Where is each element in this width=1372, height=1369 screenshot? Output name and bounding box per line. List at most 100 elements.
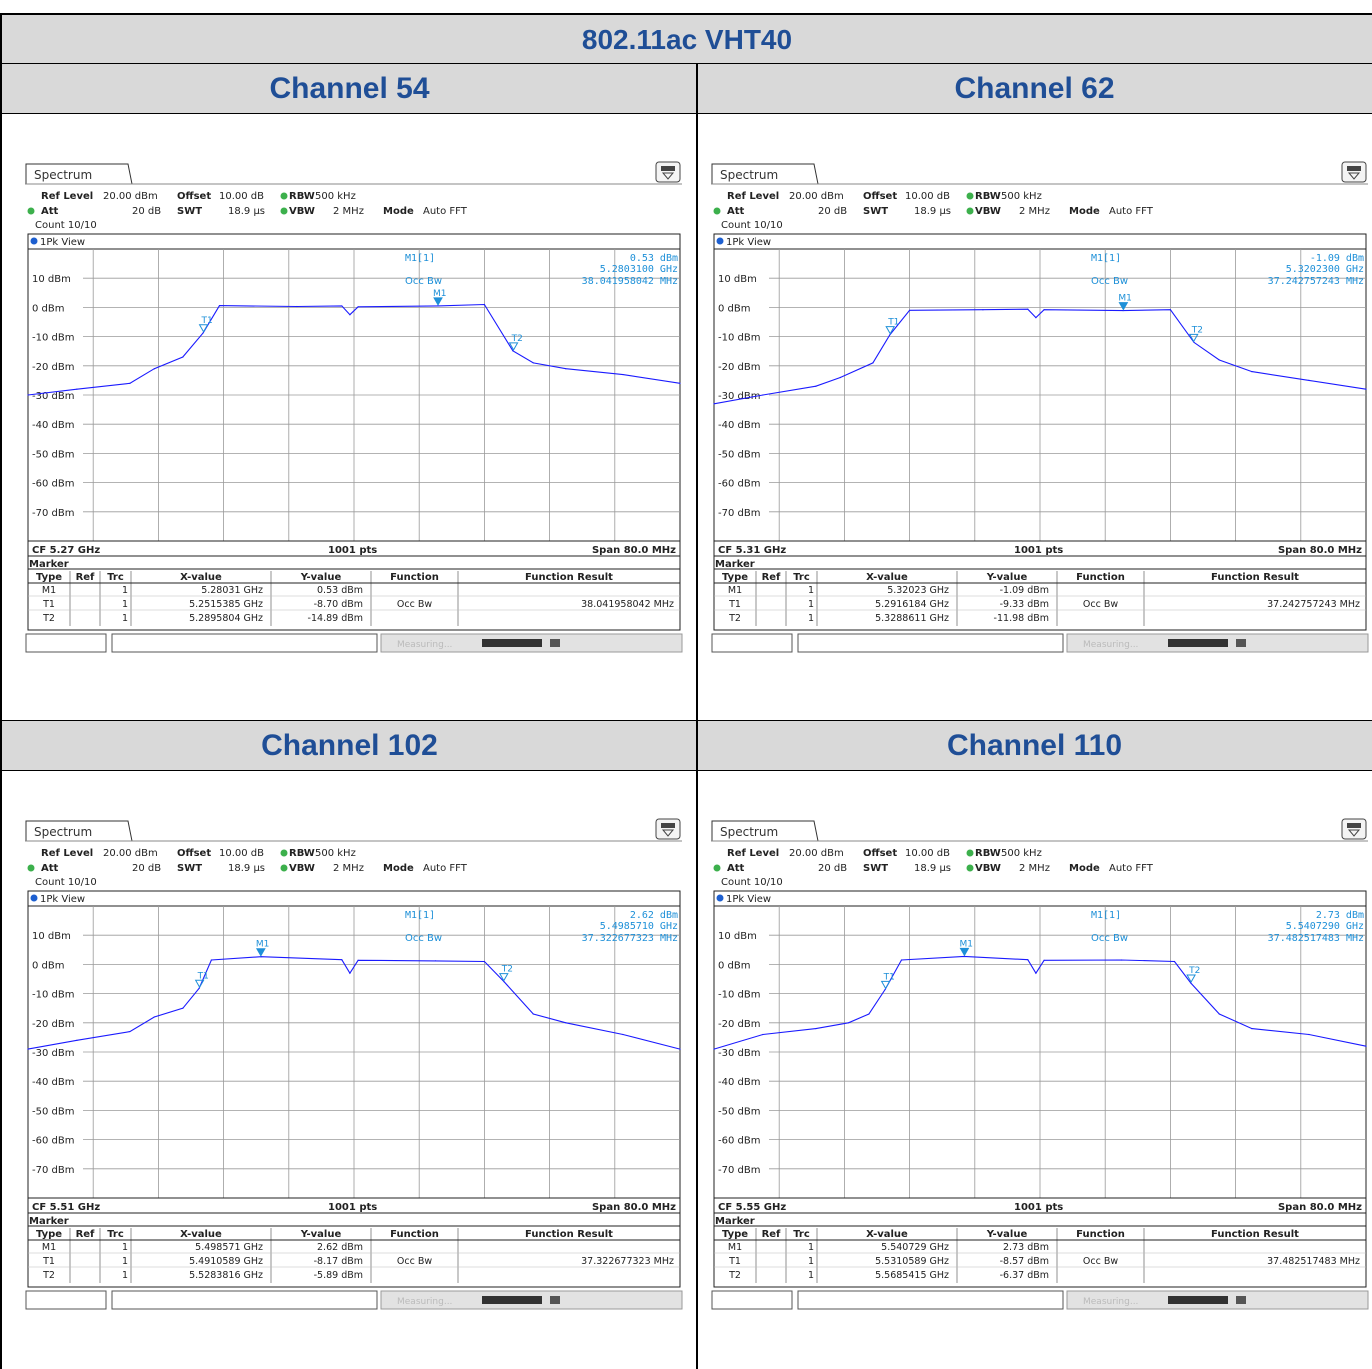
marker-t2-symbol (508, 342, 519, 351)
marker-cell-type: M1 (728, 1242, 742, 1253)
marker-t1-label: T1 (883, 972, 895, 982)
swt-label: SWT (177, 206, 202, 217)
marker-table-frame (713, 1212, 1367, 1288)
marker-m1-label: M1 (1118, 294, 1132, 304)
marker-cell-result: 37.242757243 MHz (1267, 599, 1360, 610)
trace-point (872, 362, 874, 364)
trace-point (679, 382, 681, 384)
y-tick-label: -10 dBm (32, 333, 74, 344)
marker-cell-y_text: -8.17 dBm (314, 1256, 363, 1267)
status-text: Measuring... (1083, 1297, 1138, 1307)
marker-cell-function: Occ Bw (397, 1256, 432, 1267)
status-led-3 (27, 864, 35, 872)
trace-point (1173, 960, 1176, 963)
y-tick-label: 0 dBm (718, 960, 751, 971)
marker-cell-type: M1 (728, 585, 742, 596)
trace-point (847, 1022, 850, 1024)
ref-level-label: Ref Level (727, 191, 779, 202)
marker-cell-x_text: 5.3288611 GHz (875, 613, 949, 624)
spectrum-tab-label: Spectrum (34, 825, 92, 839)
ref-level-value: 20.00 dBm (103, 191, 158, 202)
rbw-label: RBW (289, 191, 315, 202)
offset-value: 10.00 dB (905, 191, 950, 202)
spectrum-svg: Spectrum Ref Level 20.00 dBm Offset 10.00 dB… (25, 161, 683, 653)
y-tick-label: -10 dBm (32, 990, 74, 1001)
view-label: 1Pk View (40, 894, 85, 905)
vbw-value: 2 MHz (333, 863, 364, 874)
column-header: Ref (76, 572, 95, 583)
rbw-value: 500 kHz (315, 848, 356, 859)
marker-cell-x_text: 5.2515385 GHz (189, 599, 263, 610)
marker-cell-x_text: 5.4910589 GHz (189, 1256, 263, 1267)
page-title: 802.11ac VHT40 (2, 15, 1372, 64)
status-box-2 (797, 633, 1064, 653)
spectrum-tab[interactable] (25, 820, 133, 842)
vbw-value: 2 MHz (333, 206, 364, 217)
rbw-value: 500 kHz (1001, 191, 1042, 202)
trace-point (532, 362, 534, 364)
marker-table-title: Marker (715, 559, 755, 570)
offset-value: 10.00 dB (219, 848, 264, 859)
trace-point (27, 394, 29, 396)
status-box-2 (111, 633, 378, 653)
y-tick-label: -30 dBm (718, 391, 760, 402)
table-divider-vertical (696, 64, 698, 1369)
mode-value: Auto FFT (423, 206, 468, 217)
spectrum-tab[interactable] (711, 820, 819, 842)
marker-t1-symbol (194, 979, 205, 989)
span-label: Span 80.0 MHz (592, 1202, 676, 1213)
column-header: Function Result (525, 572, 613, 583)
column-header: Function (1076, 572, 1125, 583)
status-led-2 (280, 207, 288, 215)
spectrum-tab[interactable] (711, 163, 819, 185)
trace-point (622, 373, 624, 376)
points-label: 1001 pts (1014, 545, 1063, 556)
marker-t1-symbol (880, 980, 891, 990)
column-header: Trc (107, 1229, 124, 1240)
progress-indicator (1168, 639, 1228, 647)
spectrum-panel-1: Spectrum Ref Level 20.00 dBm Offset 10.00 dB… (25, 160, 683, 660)
ref-level-label: Ref Level (727, 848, 779, 859)
trace-point (762, 1033, 764, 1036)
table-border-top (0, 13, 1372, 15)
swt-value: 18.9 µs (228, 863, 265, 874)
column-header: Y-value (300, 572, 342, 583)
marker-cell-type: T1 (728, 1256, 741, 1267)
y-tick-label: -20 dBm (32, 362, 74, 373)
marker-table-title: Marker (29, 559, 69, 570)
progress-indicator (1168, 1296, 1228, 1304)
trace-point (1251, 1028, 1253, 1030)
marker-cell-type: M1 (42, 1242, 56, 1253)
marker-t1-symbol (885, 326, 896, 335)
trace-point (1035, 317, 1037, 319)
menu-icon-arrow (1347, 172, 1361, 180)
spectrum-tab[interactable] (25, 163, 133, 185)
mode-value: Auto FFT (423, 863, 468, 874)
column-header: Function (390, 572, 439, 583)
trace-point (622, 1033, 624, 1036)
trace-point (218, 305, 221, 307)
marker-cell-trc: 1 (122, 1242, 128, 1253)
trace-point (1027, 308, 1029, 310)
marker-cell-y_text: 2.62 dBm (317, 1242, 363, 1253)
att-value: 20 dB (132, 206, 161, 217)
column-header: Type (36, 1229, 62, 1240)
status-text: Measuring... (397, 640, 452, 650)
marker-table-title: Marker (715, 1216, 755, 1227)
status-box-1 (25, 1290, 107, 1310)
status-led-2 (966, 207, 974, 215)
marker-t2-label: T2 (1188, 966, 1200, 976)
marker-cell-trc: 1 (808, 599, 814, 610)
status-led-1 (966, 192, 974, 200)
trace-point (1169, 309, 1171, 311)
marker-cell-y_text: -8.70 dBm (314, 599, 363, 610)
column-header: Ref (76, 1229, 95, 1240)
marker-cell-type: T1 (42, 1256, 55, 1267)
trace-point (76, 388, 78, 390)
channel-header-1: Channel 54 (2, 64, 697, 113)
y-tick-label: -30 dBm (718, 1048, 760, 1059)
progress-icon (1236, 639, 1246, 647)
marker-t2-label: T2 (1191, 325, 1203, 335)
column-header: Function Result (525, 1229, 613, 1240)
status-led-3 (713, 864, 721, 872)
